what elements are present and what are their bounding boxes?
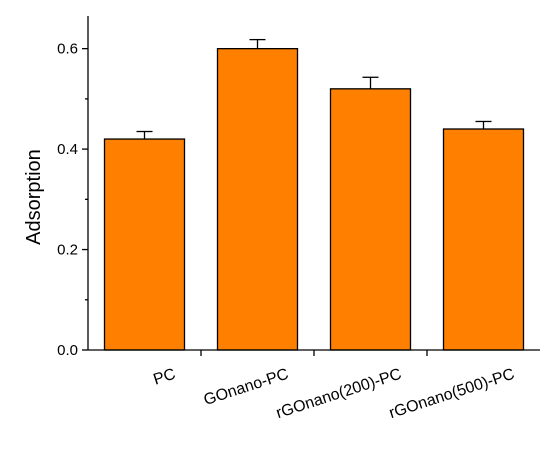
bar <box>216 47 299 351</box>
y-axis-title: Adsorption <box>23 149 45 245</box>
x-category-label: rGOnano(500)-PC <box>387 366 517 423</box>
bar <box>329 88 412 351</box>
bar <box>103 138 186 351</box>
x-category-label: PC <box>151 366 177 389</box>
plot-area: 0.0 0.2 0.4 0.6 PC GOnano-PCrGOnano(200)-PCrG… <box>57 16 540 422</box>
x-category-label: GOnano-PC <box>202 366 291 409</box>
y-tick-label: 0.0 <box>57 342 78 359</box>
bar <box>442 128 525 351</box>
y-tick-label: 0.6 <box>57 41 78 58</box>
y-tick-label: 0.4 <box>57 141 78 158</box>
y-tick-label: 0.2 <box>57 242 78 259</box>
x-category-label: rGOnano(200)-PC <box>274 366 404 423</box>
